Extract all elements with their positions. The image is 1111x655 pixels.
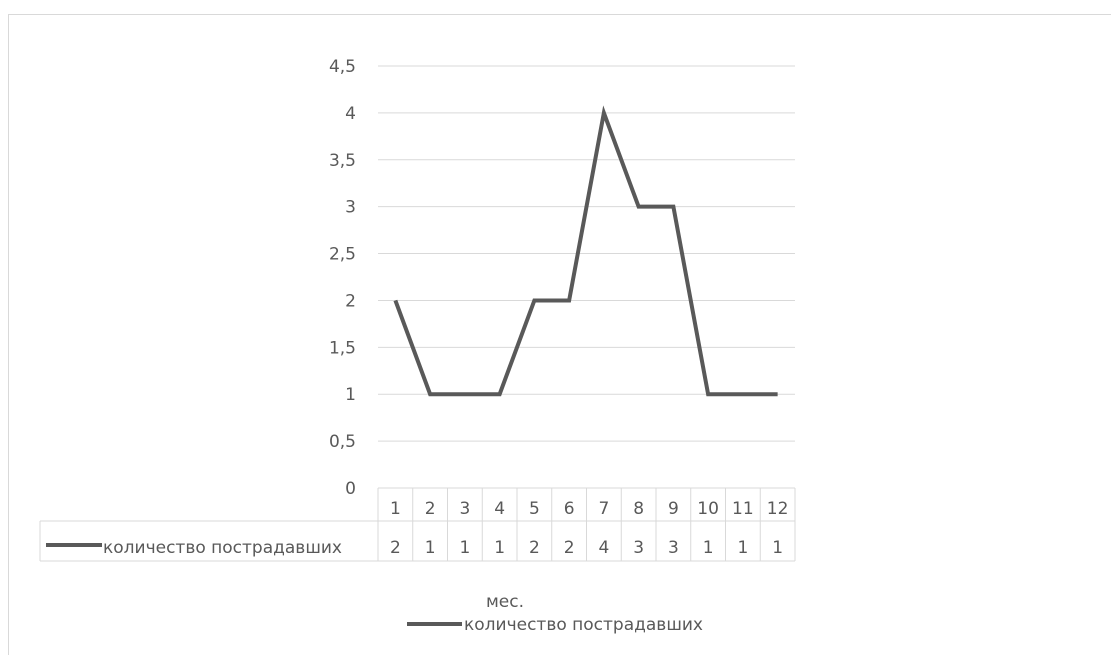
- data-label: 1: [703, 538, 714, 558]
- x-tick-label: 7: [598, 499, 609, 519]
- y-tick-label: 3,5: [329, 151, 356, 171]
- x-tick-label: 6: [564, 499, 575, 519]
- data-label: 2: [529, 538, 540, 558]
- data-label: 2: [564, 538, 575, 558]
- x-tick-label: 1: [390, 499, 401, 519]
- data-label: 4: [598, 538, 609, 558]
- x-tick-label: 12: [767, 499, 789, 519]
- series-line: [393, 105, 778, 397]
- x-tick-label: 4: [494, 499, 505, 519]
- y-tick-label: 1: [345, 385, 356, 405]
- x-tick-label: 2: [425, 499, 436, 519]
- gridlines: [378, 65, 795, 442]
- y-tick-label: 2,5: [329, 245, 356, 265]
- chart-frame: [8, 14, 1111, 655]
- series-layer: [393, 105, 778, 397]
- y-tick-label: 3: [345, 198, 356, 218]
- data-label: 3: [633, 538, 644, 558]
- legend: количество пострадавших: [407, 615, 703, 635]
- y-tick-label: 4,5: [329, 57, 356, 77]
- y-tick-label: 0: [345, 479, 356, 499]
- data-label: 2: [390, 538, 401, 558]
- x-tick-label: 10: [697, 499, 719, 519]
- data-label: 1: [772, 538, 783, 558]
- x-axis-title: мес.: [486, 592, 524, 612]
- data-label: 1: [494, 538, 505, 558]
- x-tick-label: 9: [668, 499, 679, 519]
- y-axis-ticks: 0 0,5 1 1,5 2 2,5 3 3,5 4 4,5: [329, 57, 356, 499]
- y-tick-label: 2: [345, 291, 356, 311]
- data-label: 1: [425, 538, 436, 558]
- x-tick-label: 5: [529, 499, 540, 519]
- y-tick-label: 4: [345, 104, 356, 124]
- x-tick-label: 11: [732, 499, 754, 519]
- data-label: 3: [668, 538, 679, 558]
- data-label: 1: [459, 538, 470, 558]
- legend-label: количество пострадавших: [464, 615, 703, 635]
- y-tick-label: 0,5: [329, 432, 356, 452]
- y-tick-label: 1,5: [329, 338, 356, 358]
- table-series-label: количество пострадавших: [103, 538, 342, 558]
- x-tick-label: 8: [633, 499, 644, 519]
- x-tick-label: 3: [459, 499, 470, 519]
- data-label: 1: [737, 538, 748, 558]
